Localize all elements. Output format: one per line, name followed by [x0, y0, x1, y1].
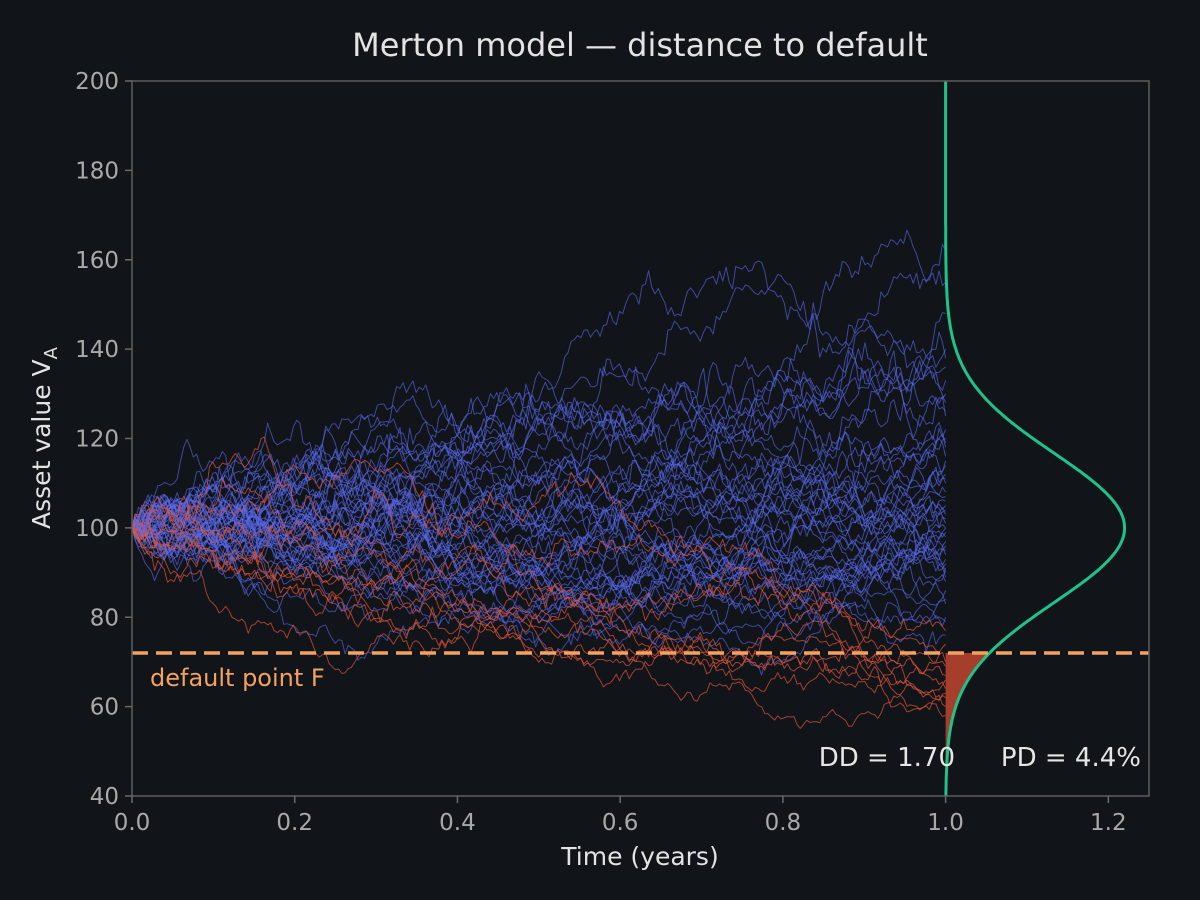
- survival-path: [132, 470, 946, 563]
- density-curve: [944, 81, 1127, 796]
- y-tick-label: 120: [75, 427, 119, 453]
- survival-path: [132, 348, 947, 539]
- survival-path: [132, 362, 946, 543]
- chart-title: Merton model — distance to default: [352, 26, 928, 64]
- default-point-label: default point F: [150, 664, 325, 692]
- survival-path: [132, 229, 946, 542]
- x-tick-label: 1.2: [1090, 810, 1127, 836]
- default-path: [132, 522, 946, 713]
- default-probability-region: [945, 653, 990, 796]
- x-tick-label: 0.8: [765, 810, 802, 836]
- y-tick-label: 180: [75, 158, 119, 184]
- survival-path: [132, 367, 947, 529]
- pd-annotation: PD = 4.4%: [1001, 743, 1141, 773]
- default-path: [132, 458, 946, 653]
- x-axis-ticks: 0.0 0.2 0.4 0.6 0.8 1.0 1.2: [114, 796, 1127, 836]
- y-axis-label-main: Asset value V: [27, 359, 56, 529]
- dd-annotation: DD = 1.70: [819, 743, 955, 773]
- survival-path: [132, 516, 947, 612]
- survival-path: [132, 477, 946, 614]
- survival-path: [132, 475, 947, 582]
- survival-path: [132, 438, 947, 574]
- survival-path: [132, 342, 947, 552]
- x-tick-label: 0.0: [114, 810, 151, 836]
- x-tick-label: 0.2: [276, 810, 313, 836]
- survival-path: [132, 422, 947, 530]
- survival-path: [132, 518, 946, 646]
- x-tick-label: 0.4: [439, 810, 476, 836]
- survival-path: [132, 479, 947, 592]
- x-axis-label: Time (years): [560, 842, 718, 871]
- survival-path: [132, 472, 946, 625]
- survival-path: [132, 476, 947, 628]
- default-path: [132, 436, 946, 707]
- y-tick-label: 80: [90, 605, 119, 631]
- default-path: [132, 494, 946, 702]
- x-tick-label: 0.6: [602, 810, 639, 836]
- survival-path: [132, 494, 947, 616]
- simulated-paths: [132, 229, 947, 729]
- x-tick-label: 1.0: [927, 810, 964, 836]
- y-tick-label: 160: [75, 248, 119, 274]
- y-tick-label: 140: [75, 337, 119, 363]
- default-path: [132, 523, 946, 729]
- survival-path: [132, 243, 947, 564]
- y-axis-ticks: 40 60 80 100 120 140 160 180 200: [75, 69, 132, 810]
- default-path: [132, 527, 947, 690]
- y-tick-label: 60: [90, 695, 119, 721]
- survival-path: [132, 465, 947, 644]
- survival-path: [132, 460, 947, 585]
- y-tick-label: 40: [90, 784, 119, 810]
- survival-path: [132, 331, 947, 572]
- pd-shaded-area: [945, 653, 990, 796]
- default-path: [132, 527, 947, 694]
- y-axis-label: Asset value VA: [27, 346, 62, 529]
- survival-path: [132, 452, 947, 591]
- default-path: [132, 497, 946, 688]
- default-path: [132, 527, 946, 676]
- y-axis-label-subscript: A: [41, 346, 62, 359]
- terminal-density: [944, 81, 1127, 796]
- y-tick-label: 200: [75, 69, 119, 95]
- y-tick-label: 100: [75, 516, 119, 542]
